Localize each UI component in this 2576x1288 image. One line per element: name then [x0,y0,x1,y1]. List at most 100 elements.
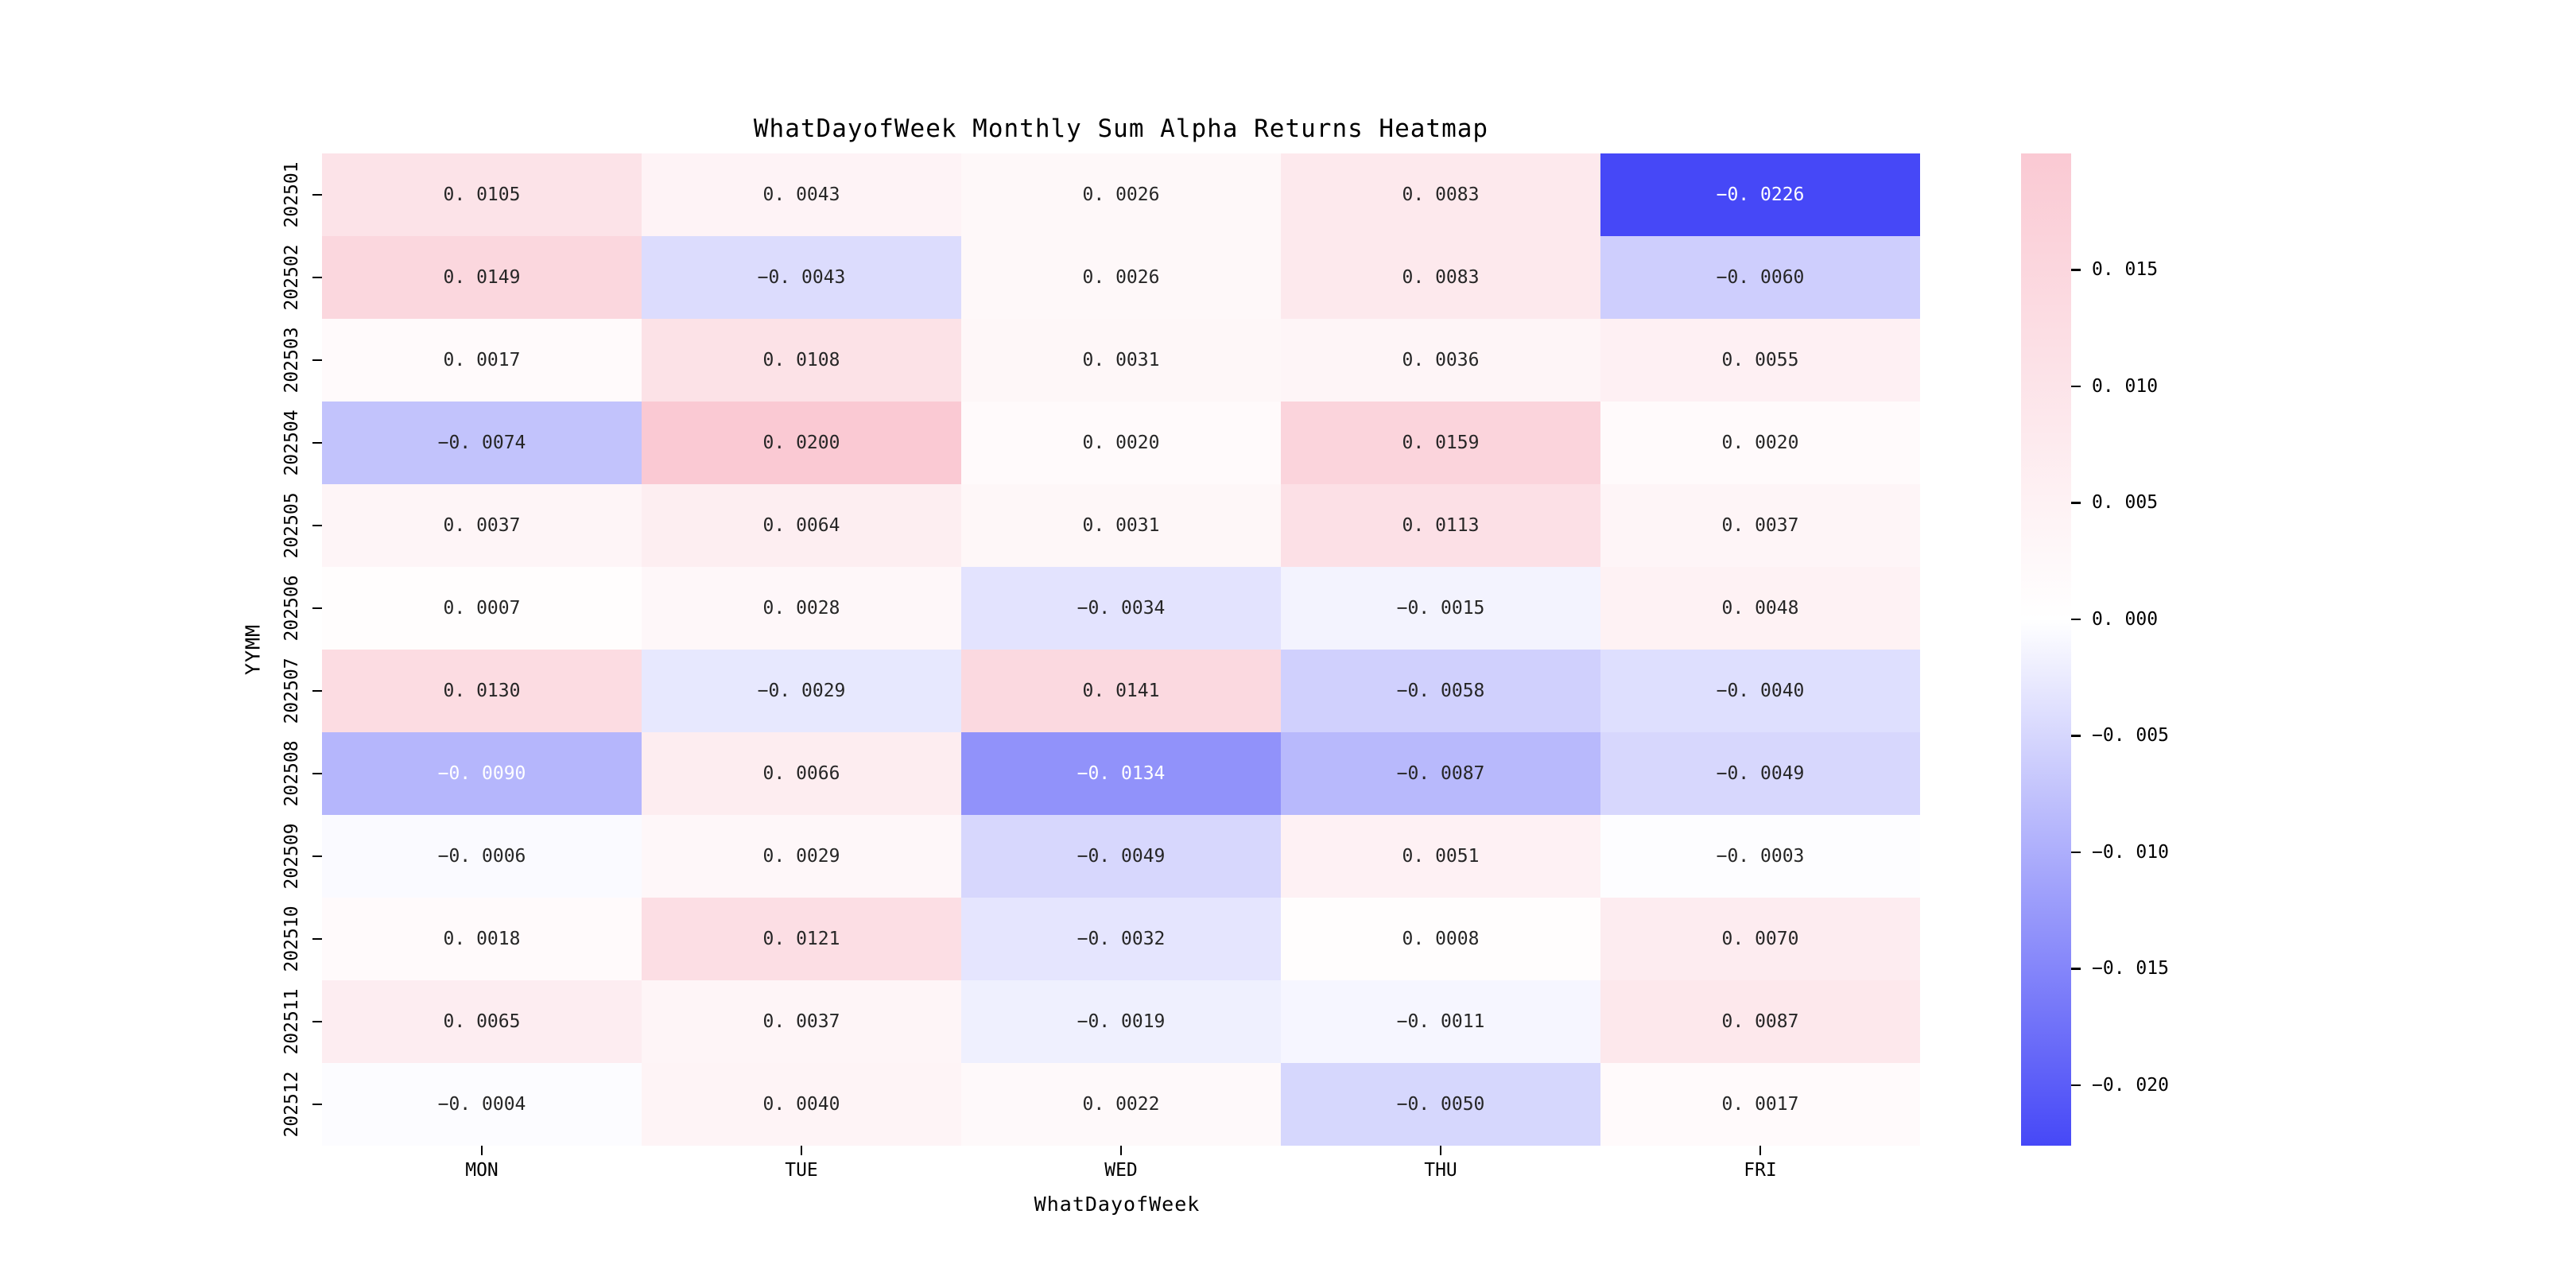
y-tick-label-202504: 202504 [281,409,302,476]
y-tick-label-202502: 202502 [281,244,302,311]
heatmap-cell-202503-FRI: 0. 0055 [1600,319,1920,402]
cell-value: −0. 0015 [1396,598,1485,619]
x-tick-mark [1439,1146,1442,1155]
cell-value: −0. 0034 [1077,598,1166,619]
colorbar-tick-label: −0. 010 [2092,841,2169,863]
heatmap-cell-202506-WED: −0. 0034 [961,567,1281,650]
heatmap-cell-202511-TUE: 0. 0037 [642,980,961,1063]
cell-value: 0. 0064 [762,515,840,536]
heatmap-cell-202512-THU: −0. 0050 [1281,1063,1600,1146]
cell-value: 0. 0040 [762,1094,840,1115]
cell-value: −0. 0003 [1716,846,1805,867]
cell-value: 0. 0141 [1082,681,1160,701]
heatmap-cell-202503-MON: 0. 0017 [322,319,642,402]
cell-value: 0. 0055 [1721,350,1799,370]
heatmap-cell-202511-FRI: 0. 0087 [1600,980,1920,1063]
colorbar-tick-mark [2071,618,2081,621]
heatmap-cell-202504-WED: 0. 0020 [961,402,1281,484]
y-tick-label-202507: 202507 [281,658,302,724]
cell-value: 0. 0048 [1721,598,1799,619]
cell-value: 0. 0026 [1082,184,1160,205]
heatmap-cell-202509-WED: −0. 0049 [961,815,1281,898]
cell-value: 0. 0022 [1082,1094,1160,1115]
heatmap-cell-202505-WED: 0. 0031 [961,484,1281,567]
cell-value: 0. 0070 [1721,929,1799,949]
cell-value: −0. 0090 [437,763,526,784]
cell-value: 0. 0083 [1402,267,1480,288]
y-tick-label-202508: 202508 [281,740,302,807]
y-tick-label-202511: 202511 [281,988,302,1055]
colorbar-tick-mark [2071,502,2081,504]
cell-value: 0. 0043 [762,184,840,205]
y-tick-mark [312,524,322,527]
heatmap-cell-202503-WED: 0. 0031 [961,319,1281,402]
heatmap-cell-202502-MON: 0. 0149 [322,236,642,319]
colorbar-tick-label: −0. 015 [2092,958,2169,980]
heatmap-grid: 0. 0105 0. 0043 0. 0026 0. 0083 −0. 0226 0. 0… [322,153,1920,1146]
heatmap-cell-202505-THU: 0. 0113 [1281,484,1600,567]
heatmap-cell-202509-FRI: −0. 0003 [1600,815,1920,898]
heatmap-cell-202508-TUE: 0. 0066 [642,732,961,815]
x-tick-label-THU: THU [1424,1160,1457,1181]
heatmap-cell-202507-WED: 0. 0141 [961,650,1281,732]
heatmap-cell-202504-MON: −0. 0074 [322,402,642,484]
heatmap-cell-202504-THU: 0. 0159 [1281,402,1600,484]
x-tick-label-MON: MON [465,1160,499,1181]
cell-value: 0. 0108 [762,350,840,370]
heatmap-cell-202509-THU: 0. 0051 [1281,815,1600,898]
y-tick-mark [312,937,322,941]
heatmap-cell-202509-MON: −0. 0006 [322,815,642,898]
heatmap-cell-202502-TUE: −0. 0043 [642,236,961,319]
y-tick-mark [312,441,322,444]
heatmap-cell-202512-FRI: 0. 0017 [1600,1063,1920,1146]
cell-value: −0. 0050 [1396,1094,1485,1115]
cell-value: −0. 0043 [757,267,846,288]
heatmap-cell-202510-WED: −0. 0032 [961,898,1281,980]
colorbar-tick-label: 0. 015 [2092,259,2159,281]
cell-value: 0. 0017 [1721,1094,1799,1115]
x-tick-mark [480,1146,483,1155]
heatmap-cell-202501-TUE: 0. 0043 [642,153,961,236]
colorbar-tick-mark [2071,269,2081,271]
colorbar-tick-mark [2071,1084,2081,1087]
cell-value: 0. 0121 [762,929,840,949]
heatmap-cell-202508-MON: −0. 0090 [322,732,642,815]
heatmap-cell-202511-MON: 0. 0065 [322,980,642,1063]
heatmap-cell-202507-THU: −0. 0058 [1281,650,1600,732]
cell-value: −0. 0032 [1077,929,1166,949]
chart-title: WhatDayofWeek Monthly Sum Alpha Returns … [753,114,1489,143]
heatmap-cell-202504-TUE: 0. 0200 [642,402,961,484]
cell-value: 0. 0200 [762,433,840,453]
heatmap-cell-202510-MON: 0. 0018 [322,898,642,980]
cell-value: 0. 0007 [443,598,521,619]
heatmap-cell-202508-THU: −0. 0087 [1281,732,1600,815]
cell-value: −0. 0040 [1716,681,1805,701]
cell-value: 0. 0017 [443,350,521,370]
colorbar-tick-label: 0. 000 [2092,608,2159,630]
cell-value: 0. 0065 [443,1011,521,1032]
y-tick-mark [312,359,322,362]
cell-value: 0. 0020 [1721,433,1799,453]
heatmap-cell-202510-TUE: 0. 0121 [642,898,961,980]
cell-value: 0. 0149 [443,267,521,288]
cell-value: −0. 0058 [1396,681,1485,701]
y-tick-mark [312,193,322,196]
heatmap-cell-202507-MON: 0. 0130 [322,650,642,732]
cell-value: −0. 0049 [1077,846,1166,867]
colorbar-tick-label: −0. 005 [2092,725,2169,747]
y-tick-mark [312,1020,322,1023]
colorbar-tick-mark [2071,385,2081,388]
x-tick-mark [1119,1146,1123,1155]
cell-value: −0. 0006 [437,846,526,867]
x-tick-mark [800,1146,803,1155]
heatmap-cell-202509-TUE: 0. 0029 [642,815,961,898]
cell-value: 0. 0066 [762,763,840,784]
heatmap-cell-202508-FRI: −0. 0049 [1600,732,1920,815]
cell-value: 0. 0029 [762,846,840,867]
heatmap-cell-202510-FRI: 0. 0070 [1600,898,1920,980]
cell-value: 0. 0018 [443,929,521,949]
heatmap-cell-202504-FRI: 0. 0020 [1600,402,1920,484]
cell-value: 0. 0051 [1402,846,1480,867]
heatmap-cell-202512-WED: 0. 0022 [961,1063,1281,1146]
cell-value: −0. 0074 [437,433,526,453]
